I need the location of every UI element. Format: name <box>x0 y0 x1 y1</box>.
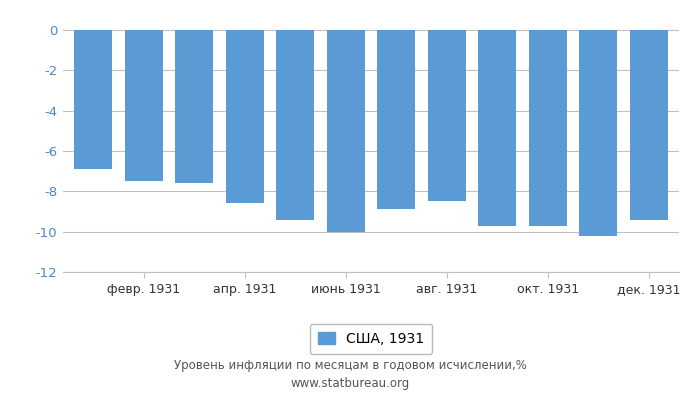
Bar <box>478 30 516 226</box>
Bar <box>125 30 162 181</box>
Text: www.statbureau.org: www.statbureau.org <box>290 377 410 390</box>
Bar <box>377 30 415 210</box>
Bar <box>428 30 466 202</box>
Bar <box>327 30 365 232</box>
Bar <box>226 30 264 204</box>
Text: Уровень инфляции по месяцам в годовом исчислении,%: Уровень инфляции по месяцам в годовом ис… <box>174 360 526 372</box>
Legend: США, 1931: США, 1931 <box>309 324 433 354</box>
Bar <box>276 30 314 220</box>
Bar <box>630 30 668 220</box>
Bar <box>528 30 567 226</box>
Bar <box>175 30 214 183</box>
Bar <box>74 30 112 169</box>
Bar <box>580 30 617 236</box>
